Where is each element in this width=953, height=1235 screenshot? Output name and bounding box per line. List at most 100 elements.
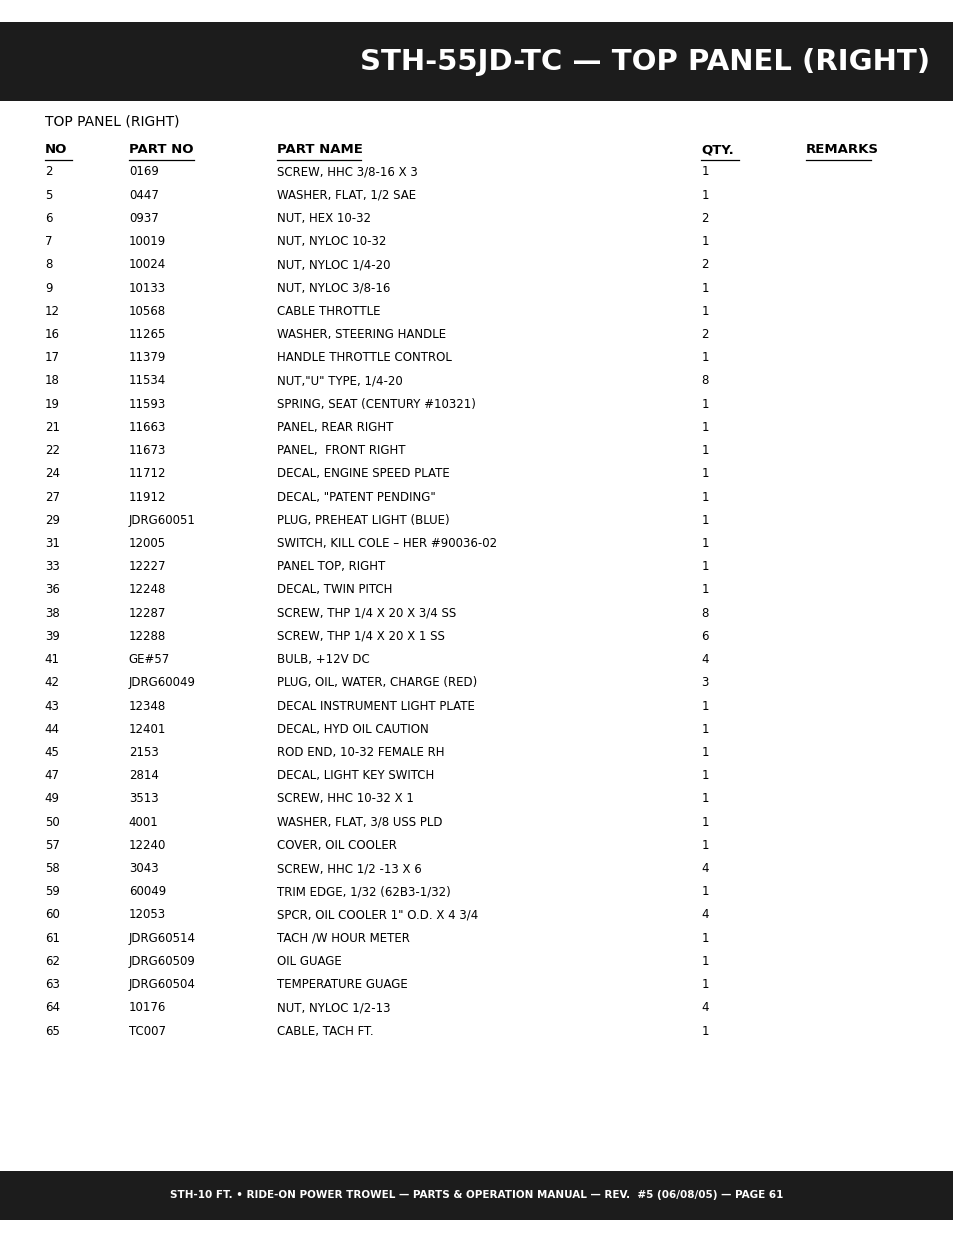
Text: DECAL, "PATENT PENDING": DECAL, "PATENT PENDING" — [276, 490, 435, 504]
Text: DECAL, HYD OIL CAUTION: DECAL, HYD OIL CAUTION — [276, 722, 428, 736]
Text: 63: 63 — [45, 978, 60, 992]
Text: 3: 3 — [700, 677, 708, 689]
Text: NUT, NYLOC 1/2-13: NUT, NYLOC 1/2-13 — [276, 1002, 390, 1014]
Text: 12401: 12401 — [129, 722, 166, 736]
Text: 11663: 11663 — [129, 421, 166, 433]
Text: 29: 29 — [45, 514, 60, 527]
Text: 0447: 0447 — [129, 189, 158, 201]
Text: SCREW, HHC 1/2 -13 X 6: SCREW, HHC 1/2 -13 X 6 — [276, 862, 421, 876]
Text: WASHER, FLAT, 3/8 USS PLD: WASHER, FLAT, 3/8 USS PLD — [276, 815, 441, 829]
Text: HANDLE THROTTLE CONTROL: HANDLE THROTTLE CONTROL — [276, 351, 451, 364]
Text: 49: 49 — [45, 793, 60, 805]
Text: 1: 1 — [700, 514, 708, 527]
Text: OIL GUAGE: OIL GUAGE — [276, 955, 341, 968]
Text: SCREW, THP 1/4 X 20 X 1 SS: SCREW, THP 1/4 X 20 X 1 SS — [276, 630, 444, 643]
Text: 11265: 11265 — [129, 329, 166, 341]
Text: SCREW, HHC 3/8-16 X 3: SCREW, HHC 3/8-16 X 3 — [276, 165, 417, 179]
Text: SWITCH, KILL COLE – HER #90036-02: SWITCH, KILL COLE – HER #90036-02 — [276, 537, 497, 550]
Text: TOP PANEL (RIGHT): TOP PANEL (RIGHT) — [45, 115, 179, 128]
Text: 11534: 11534 — [129, 374, 166, 388]
Text: 11673: 11673 — [129, 445, 166, 457]
Text: 12005: 12005 — [129, 537, 166, 550]
Text: 4: 4 — [700, 653, 708, 666]
Text: 1: 1 — [700, 282, 708, 295]
Text: 11912: 11912 — [129, 490, 166, 504]
Text: 1: 1 — [700, 583, 708, 597]
Text: 1: 1 — [700, 490, 708, 504]
Text: PART NAME: PART NAME — [276, 143, 362, 157]
Text: 18: 18 — [45, 374, 60, 388]
Text: 10133: 10133 — [129, 282, 166, 295]
Text: 1: 1 — [700, 561, 708, 573]
Text: 58: 58 — [45, 862, 59, 876]
Text: 2: 2 — [700, 329, 708, 341]
Text: 44: 44 — [45, 722, 60, 736]
Text: 17: 17 — [45, 351, 60, 364]
Text: 12287: 12287 — [129, 606, 166, 620]
Text: SCREW, HHC 10-32 X 1: SCREW, HHC 10-32 X 1 — [276, 793, 413, 805]
Text: 1: 1 — [700, 189, 708, 201]
Text: 16: 16 — [45, 329, 60, 341]
Text: 5: 5 — [45, 189, 52, 201]
Text: JDRG60509: JDRG60509 — [129, 955, 195, 968]
Text: 61: 61 — [45, 931, 60, 945]
Text: 1: 1 — [700, 699, 708, 713]
Text: 11379: 11379 — [129, 351, 166, 364]
Text: 45: 45 — [45, 746, 60, 760]
Bar — [0, 22, 953, 101]
Text: 1: 1 — [700, 235, 708, 248]
Text: 11712: 11712 — [129, 467, 166, 480]
Text: JDRG60049: JDRG60049 — [129, 677, 195, 689]
Text: CABLE THROTTLE: CABLE THROTTLE — [276, 305, 379, 317]
Text: 1: 1 — [700, 445, 708, 457]
Text: 2: 2 — [45, 165, 52, 179]
Text: 22: 22 — [45, 445, 60, 457]
Text: 1: 1 — [700, 955, 708, 968]
Text: 42: 42 — [45, 677, 60, 689]
Text: PANEL,  FRONT RIGHT: PANEL, FRONT RIGHT — [276, 445, 405, 457]
Text: 39: 39 — [45, 630, 60, 643]
Text: 31: 31 — [45, 537, 60, 550]
Text: 57: 57 — [45, 839, 60, 852]
Text: TC007: TC007 — [129, 1025, 166, 1037]
Text: 12348: 12348 — [129, 699, 166, 713]
Text: PLUG, OIL, WATER, CHARGE (RED): PLUG, OIL, WATER, CHARGE (RED) — [276, 677, 476, 689]
Text: 12: 12 — [45, 305, 60, 317]
Text: 1: 1 — [700, 305, 708, 317]
Text: 0937: 0937 — [129, 212, 158, 225]
Text: 50: 50 — [45, 815, 59, 829]
Text: 3513: 3513 — [129, 793, 158, 805]
Text: PLUG, PREHEAT LIGHT (BLUE): PLUG, PREHEAT LIGHT (BLUE) — [276, 514, 449, 527]
Text: GE#57: GE#57 — [129, 653, 170, 666]
Text: 10568: 10568 — [129, 305, 166, 317]
Text: 7: 7 — [45, 235, 52, 248]
Text: 12227: 12227 — [129, 561, 166, 573]
Text: 3043: 3043 — [129, 862, 158, 876]
Text: REMARKS: REMARKS — [805, 143, 879, 157]
Text: JDRG60051: JDRG60051 — [129, 514, 195, 527]
Text: 1: 1 — [700, 746, 708, 760]
Text: 1: 1 — [700, 931, 708, 945]
Text: 27: 27 — [45, 490, 60, 504]
Text: 36: 36 — [45, 583, 60, 597]
Text: 12248: 12248 — [129, 583, 166, 597]
Text: 1: 1 — [700, 537, 708, 550]
Text: NUT, NYLOC 3/8-16: NUT, NYLOC 3/8-16 — [276, 282, 390, 295]
Text: 43: 43 — [45, 699, 60, 713]
Text: NUT, HEX 10-32: NUT, HEX 10-32 — [276, 212, 371, 225]
Text: 1: 1 — [700, 398, 708, 411]
Text: 1: 1 — [700, 165, 708, 179]
Text: TEMPERATURE GUAGE: TEMPERATURE GUAGE — [276, 978, 407, 992]
Text: 10176: 10176 — [129, 1002, 166, 1014]
Text: 1: 1 — [700, 885, 708, 898]
Text: SPRING, SEAT (CENTURY #10321): SPRING, SEAT (CENTURY #10321) — [276, 398, 475, 411]
Text: 1: 1 — [700, 1025, 708, 1037]
Text: 8: 8 — [700, 606, 708, 620]
Text: DECAL INSTRUMENT LIGHT PLATE: DECAL INSTRUMENT LIGHT PLATE — [276, 699, 474, 713]
Text: PANEL, REAR RIGHT: PANEL, REAR RIGHT — [276, 421, 393, 433]
Text: NUT, NYLOC 10-32: NUT, NYLOC 10-32 — [276, 235, 386, 248]
Text: ROD END, 10-32 FEMALE RH: ROD END, 10-32 FEMALE RH — [276, 746, 444, 760]
Text: 2: 2 — [700, 258, 708, 272]
Text: JDRG60504: JDRG60504 — [129, 978, 195, 992]
Text: 33: 33 — [45, 561, 59, 573]
